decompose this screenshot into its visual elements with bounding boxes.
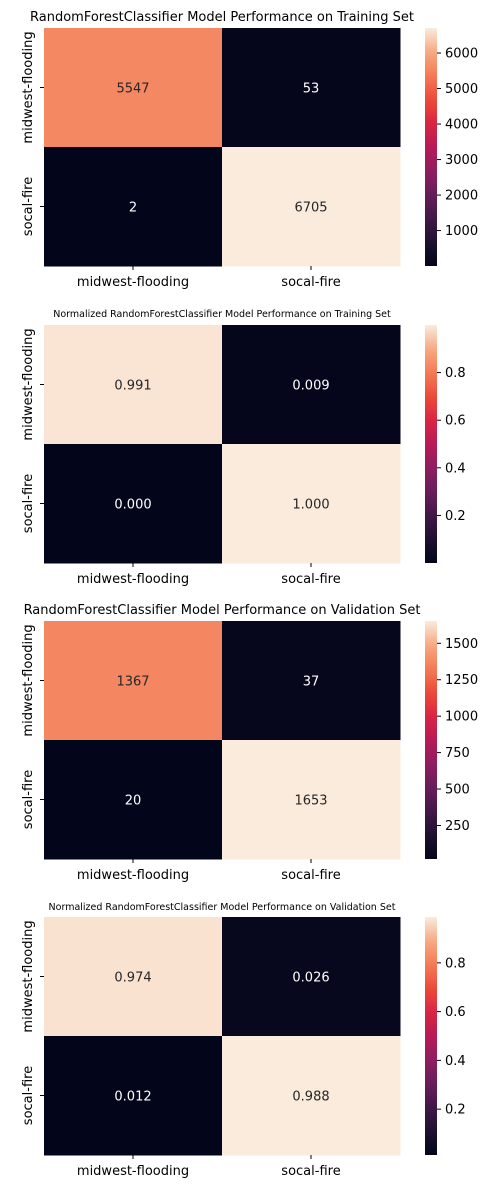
colorbar-tick-label: 500 — [445, 783, 470, 798]
cell-value-label: 1.000 — [292, 498, 329, 513]
x-tick-label: midwest-flooding — [77, 572, 189, 587]
cell-value-label: 37 — [303, 675, 320, 690]
cell-value-label: 1367 — [116, 675, 149, 690]
x-tick-label: midwest-flooding — [77, 275, 189, 290]
chart-title: Normalized RandomForestClassifier Model … — [49, 902, 396, 913]
heatmap-cell — [44, 444, 223, 564]
colorbar-tick-label: 0.6 — [445, 1005, 466, 1020]
colorbar-tick-label: 0.2 — [445, 1103, 466, 1118]
heatmap-cell — [44, 147, 223, 267]
heatmap-cell — [222, 740, 401, 860]
x-tick-label: socal-fire — [281, 275, 340, 290]
y-tick-label: midwest-flooding — [21, 31, 36, 143]
chart-title: RandomForestClassifier Model Performance… — [24, 603, 421, 618]
chart-title: RandomForestClassifier Model Performance… — [30, 10, 414, 25]
x-tick-label: socal-fire — [281, 572, 340, 587]
colorbar-tick-label: 0.8 — [445, 956, 466, 971]
heatmap-cell — [44, 621, 223, 741]
heatmap-cell — [44, 1036, 223, 1156]
heatmap-cell — [222, 325, 401, 445]
cell-value-label: 0.009 — [292, 379, 329, 394]
y-tick-label: socal-fire — [21, 1066, 36, 1125]
heatmap-cell — [222, 621, 401, 741]
heatmap-cell — [44, 917, 223, 1037]
colorbar-tick-label: 6000 — [445, 47, 478, 62]
heatmap-cell — [222, 147, 401, 267]
cell-value-label: 0.000 — [114, 498, 151, 513]
cell-value-label: 6705 — [294, 201, 327, 216]
chart-title: Normalized RandomForestClassifier Model … — [53, 309, 391, 320]
y-tick-label: midwest-flooding — [21, 920, 36, 1032]
colorbar-tick-label: 1000 — [445, 224, 478, 239]
heatmap-cell — [44, 28, 223, 148]
colorbar-tick-label: 0.8 — [445, 366, 466, 381]
heatmap-cell — [222, 444, 401, 564]
heatmap-panel-3: RandomForestClassifier Model Performance… — [21, 603, 478, 883]
colorbar-tick-label: 4000 — [445, 118, 478, 133]
colorbar-tick-label: 0.4 — [445, 1054, 466, 1069]
colorbar — [425, 621, 437, 859]
cell-value-label: 2 — [129, 201, 137, 216]
heatmap-cell — [222, 1036, 401, 1156]
colorbar-tick-label: 1250 — [445, 673, 478, 688]
colorbar — [425, 325, 437, 563]
y-tick-label: midwest-flooding — [21, 328, 36, 440]
cell-value-label: 1653 — [294, 794, 327, 809]
colorbar-tick-label: 1000 — [445, 710, 478, 725]
cell-value-label: 0.026 — [292, 971, 329, 986]
colorbar-tick-label: 1500 — [445, 637, 478, 652]
cell-value-label: 53 — [303, 82, 320, 97]
cell-value-label: 0.012 — [114, 1090, 151, 1105]
colorbar-tick-label: 0.2 — [445, 509, 466, 524]
cell-value-label: 0.974 — [114, 971, 151, 986]
x-tick-label: socal-fire — [281, 868, 340, 883]
x-tick-label: midwest-flooding — [77, 1164, 189, 1179]
heatmap-cell — [44, 325, 223, 445]
colorbar-tick-label: 2000 — [445, 189, 478, 204]
heatmap-panel-2: Normalized RandomForestClassifier Model … — [21, 309, 466, 587]
cell-value-label: 0.988 — [292, 1090, 329, 1105]
cell-value-label: 5547 — [116, 82, 149, 97]
colorbar — [425, 28, 437, 266]
colorbar-tick-label: 750 — [445, 746, 470, 761]
cell-value-label: 0.991 — [114, 379, 151, 394]
colorbar-tick-label: 0.6 — [445, 414, 466, 429]
heatmap-cell — [222, 28, 401, 148]
colorbar — [425, 917, 437, 1155]
x-tick-label: midwest-flooding — [77, 868, 189, 883]
colorbar-tick-label: 250 — [445, 819, 470, 834]
heatmap-panel-4: Normalized RandomForestClassifier Model … — [21, 902, 466, 1179]
heatmap-cell — [44, 740, 223, 860]
heatmap-panel-1: RandomForestClassifier Model Performance… — [21, 10, 478, 290]
x-tick-label: socal-fire — [281, 1164, 340, 1179]
y-tick-label: socal-fire — [21, 770, 36, 829]
colorbar-tick-label: 3000 — [445, 153, 478, 168]
y-tick-label: midwest-flooding — [21, 624, 36, 736]
heatmap-cell — [222, 917, 401, 1037]
colorbar-tick-label: 5000 — [445, 82, 478, 97]
colorbar-tick-label: 0.4 — [445, 461, 466, 476]
y-tick-label: socal-fire — [21, 474, 36, 533]
cell-value-label: 20 — [125, 794, 142, 809]
y-tick-label: socal-fire — [21, 177, 36, 236]
